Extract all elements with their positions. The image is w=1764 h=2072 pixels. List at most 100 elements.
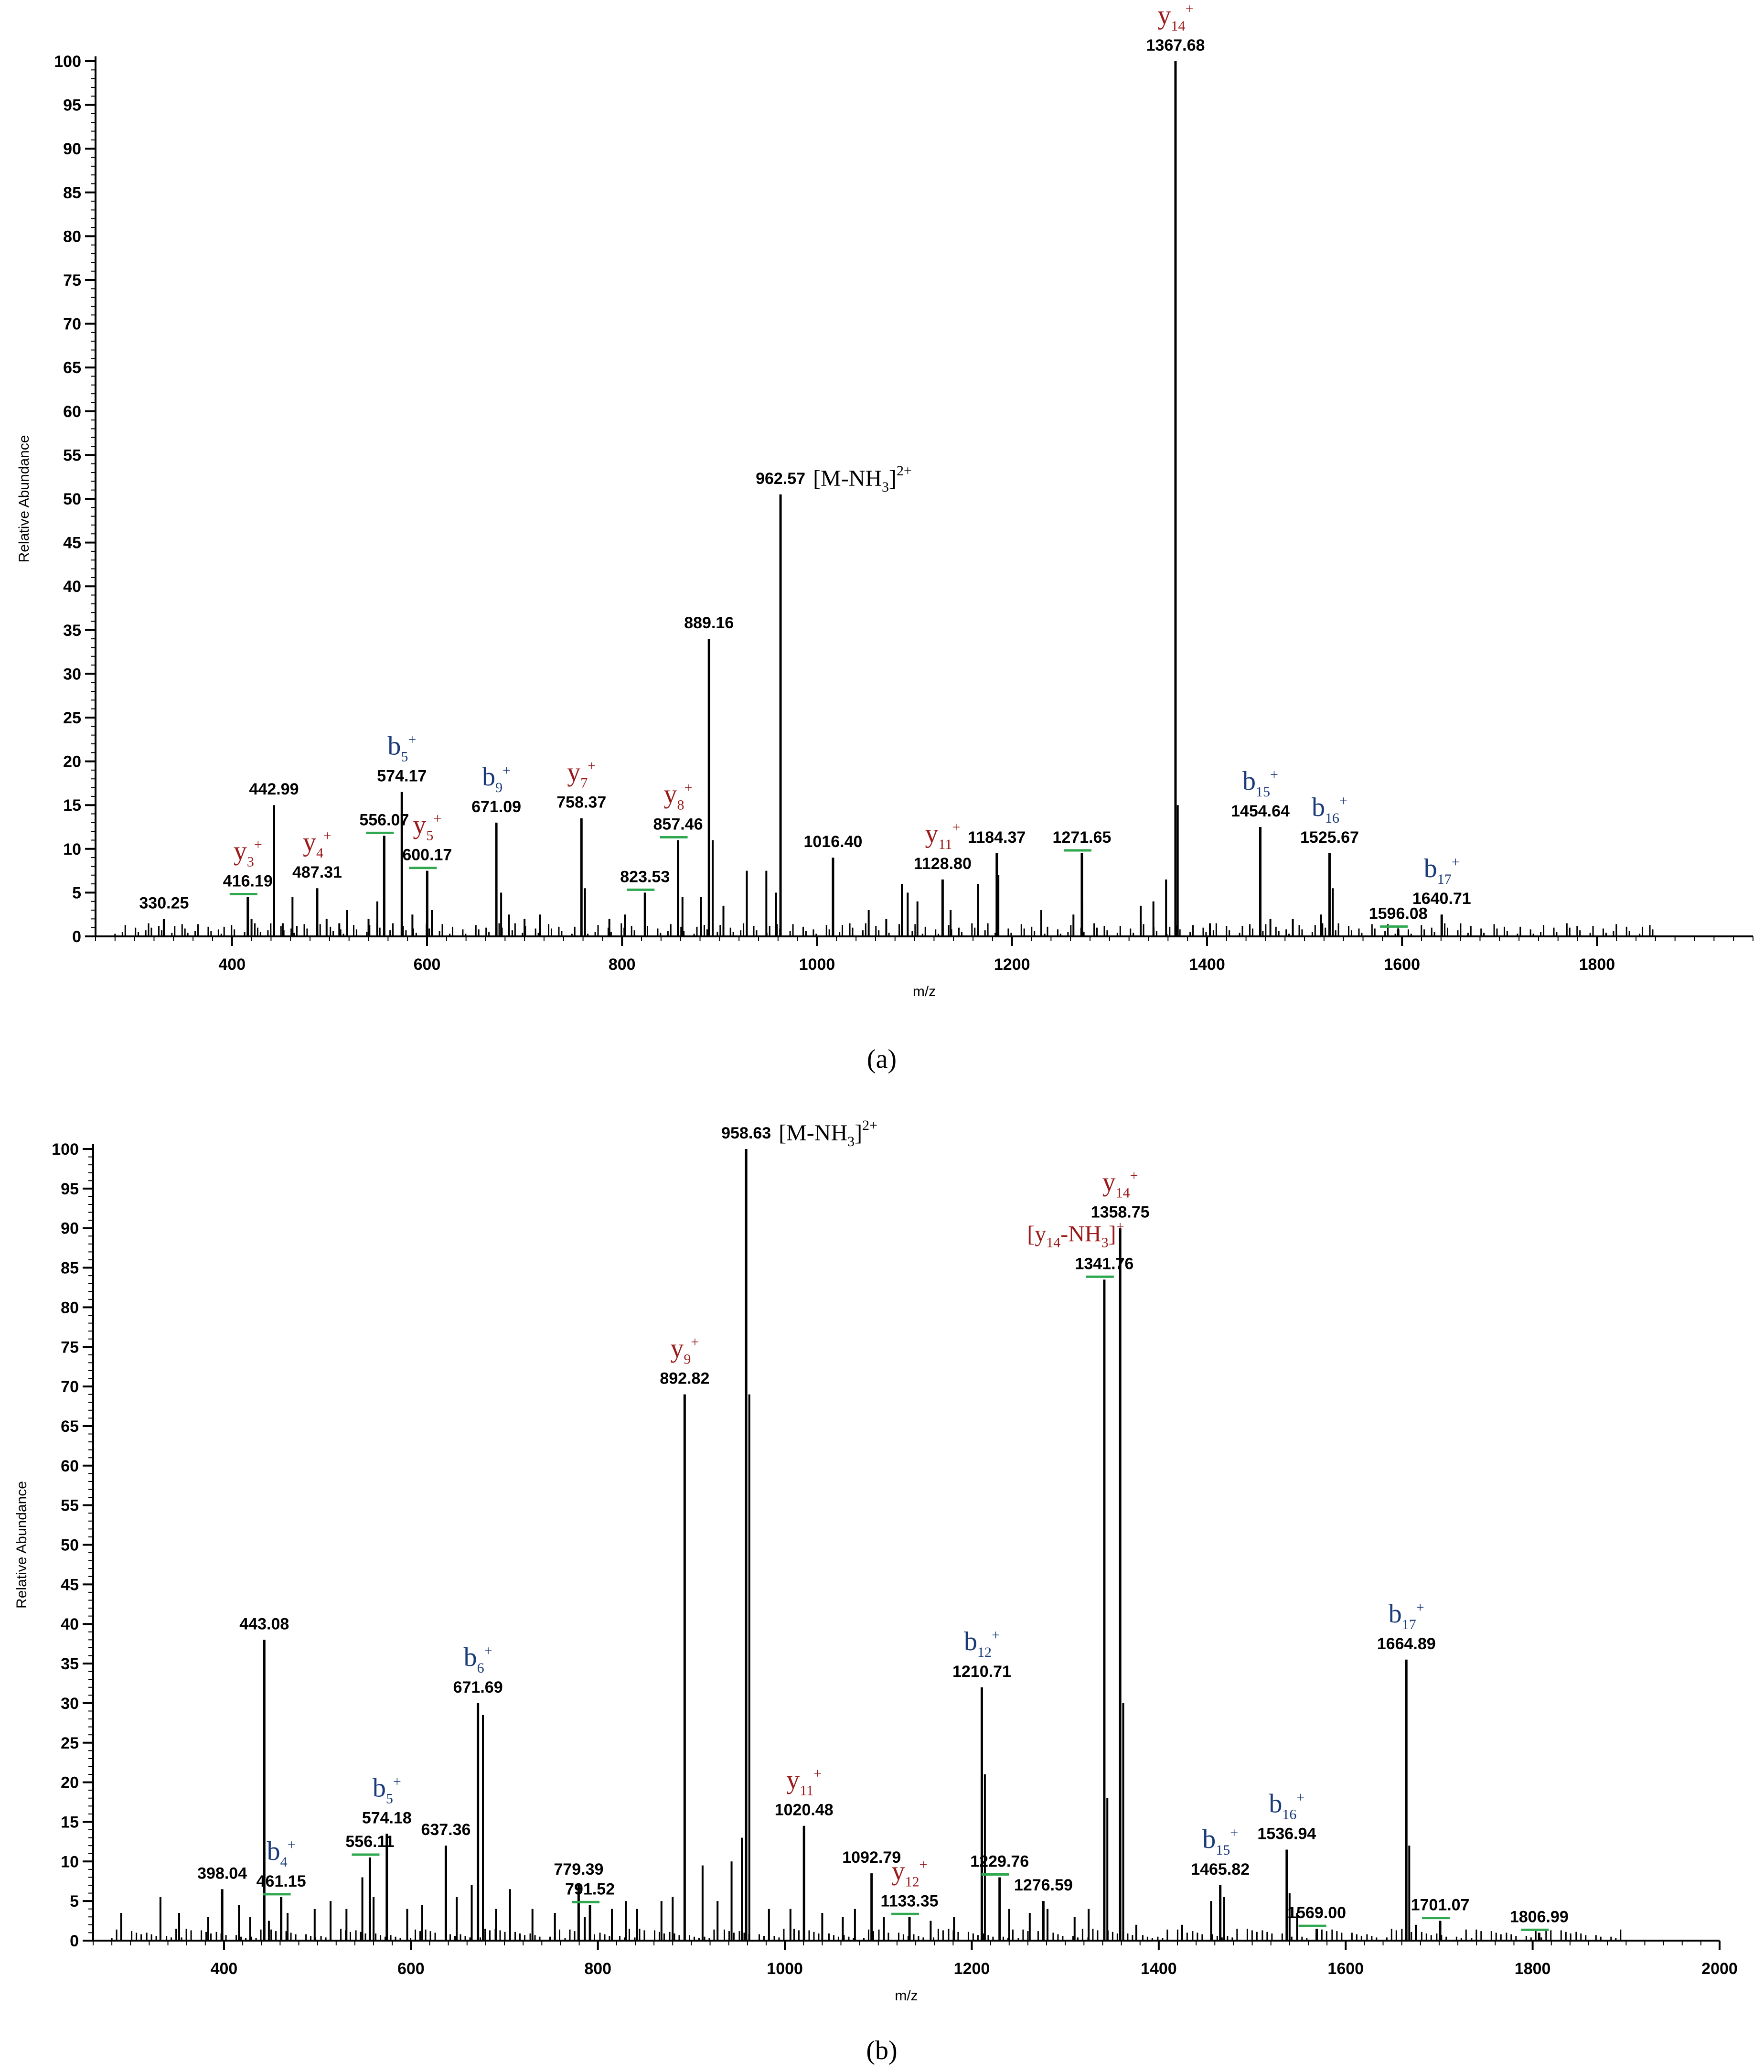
peak-label: 958.63 <box>721 1124 771 1142</box>
y-tick-label: 100 <box>54 53 81 71</box>
peak-label: 1358.75 <box>1091 1203 1150 1222</box>
peak-label: 443.08 <box>239 1615 289 1633</box>
peak-label: 487.31 <box>292 863 342 881</box>
y-tick-label: 50 <box>61 1536 79 1555</box>
y-tick-label: 15 <box>63 796 81 815</box>
ion-label: y5+ <box>413 810 441 844</box>
peak-label: 1536.94 <box>1257 1825 1316 1843</box>
peak-label: 1016.40 <box>803 833 862 851</box>
peak-label: 791.52 <box>565 1880 615 1898</box>
x-axis-title: m/z <box>895 1988 918 2004</box>
y-tick-label: 80 <box>61 1299 79 1317</box>
y-tick-label: 70 <box>61 1378 79 1396</box>
ion-label: b5+ <box>387 731 416 765</box>
x-tick-label: 1000 <box>799 955 835 974</box>
peak-label: 1454.64 <box>1231 802 1290 820</box>
x-tick-label: 600 <box>414 955 441 974</box>
peak-label: 1276.59 <box>1014 1876 1073 1894</box>
y-tick-label: 0 <box>70 1932 79 1950</box>
peak-label: 1341.76 <box>1075 1255 1133 1273</box>
ion-label: b16+ <box>1269 1789 1304 1822</box>
y-tick-label: 40 <box>61 1615 79 1633</box>
x-tick-label: 1200 <box>954 1960 990 1978</box>
peak-label: 600.17 <box>402 846 452 864</box>
y-tick-label: 5 <box>72 884 81 902</box>
y-tick-label: 0 <box>72 928 81 946</box>
x-tick-label: 1200 <box>994 955 1030 974</box>
y-tick-label: 30 <box>63 665 81 683</box>
peak-label: 1465.82 <box>1191 1860 1250 1879</box>
y-tick-label: 65 <box>63 359 81 377</box>
y-tick-label: 80 <box>63 227 81 246</box>
ion-label: y11+ <box>786 1765 822 1799</box>
x-tick-label: 1400 <box>1189 955 1225 974</box>
precursor-label: [M-NH3]2+ <box>813 463 912 495</box>
peak-label: 574.18 <box>362 1809 412 1827</box>
y-tick-label: 35 <box>61 1655 79 1673</box>
y-tick-label: 70 <box>63 315 81 333</box>
peak-label: 1128.80 <box>914 855 972 873</box>
peak-label: 1133.35 <box>881 1892 939 1910</box>
peak-label: 758.37 <box>556 794 606 812</box>
ion-label: y7+ <box>567 758 596 791</box>
ion-label: y9+ <box>670 1334 699 1367</box>
x-tick-label: 2000 <box>1701 1960 1738 1978</box>
y-tick-label: 90 <box>63 140 81 158</box>
y-tick-label: 95 <box>61 1180 79 1198</box>
peak-label: 779.39 <box>554 1860 603 1879</box>
ion-label: b12+ <box>964 1627 1000 1660</box>
y-tick-label: 75 <box>63 271 81 290</box>
y-tick-label: 100 <box>52 1140 79 1159</box>
peak-label: 1640.71 <box>1412 890 1471 908</box>
y-tick-label: 20 <box>61 1774 79 1792</box>
spectrum-panel-b: 0 5 10 15 20 25 30 35 40 45 50 55 60 65 70 75 80 85 90 95 10… <box>14 1117 1738 2004</box>
peak-label: 398.04 <box>197 1864 247 1882</box>
y-tick-label: 35 <box>63 622 81 640</box>
ion-label: b4+ <box>267 1836 296 1870</box>
peak-label: 1367.68 <box>1146 36 1205 54</box>
peak-label: 1701.07 <box>1411 1896 1470 1914</box>
peak-label: 1184.37 <box>968 828 1026 847</box>
peak-label: 637.36 <box>421 1821 470 1839</box>
x-tick-label: 600 <box>397 1960 425 1978</box>
x-axis-title: m/z <box>913 984 936 999</box>
peak-label: 1806.99 <box>1510 1908 1569 1926</box>
y-axis-title: Relative Abundance <box>16 435 32 563</box>
x-tick-label: 1000 <box>767 1960 803 1978</box>
x-tick-label: 1400 <box>1141 1960 1177 1978</box>
y-axis-title: Relative Abundance <box>14 1481 30 1609</box>
x-tick-label: 800 <box>609 955 636 974</box>
ion-label: b16+ <box>1312 793 1347 826</box>
x-tick-label: 1800 <box>1579 955 1615 974</box>
peak-label: 892.82 <box>660 1370 709 1388</box>
y-tick-label: 30 <box>61 1695 79 1713</box>
y-tick-label: 85 <box>63 184 81 202</box>
peak-label: 671.09 <box>471 798 521 816</box>
peak-label: 1229.76 <box>970 1852 1029 1870</box>
ion-label: y12+ <box>892 1856 928 1889</box>
y-tick-label: 75 <box>61 1338 79 1356</box>
x-tick-label: 1600 <box>1384 955 1420 974</box>
ion-label: y8+ <box>664 779 693 813</box>
peak-label: 889.16 <box>684 614 734 632</box>
peak-label: 1664.89 <box>1377 1635 1436 1653</box>
ion-label: b5+ <box>373 1773 401 1806</box>
y-tick-label: 90 <box>61 1220 79 1238</box>
caption-b: (b) <box>866 2036 897 2065</box>
peak-label: 857.46 <box>653 815 703 833</box>
x-tick-label: 400 <box>218 955 246 974</box>
ion-label-complex: [y14-NH3]+ <box>1027 1218 1124 1250</box>
peak-label: 330.25 <box>139 894 189 912</box>
y-tick-label: 5 <box>70 1892 79 1911</box>
ion-label: b6+ <box>464 1643 492 1676</box>
y-tick-label: 25 <box>61 1734 79 1752</box>
peak-label: 823.53 <box>620 868 670 886</box>
y-tick-label: 60 <box>63 403 81 421</box>
ion-label: y14+ <box>1158 0 1194 34</box>
y-tick-label: 95 <box>63 97 81 115</box>
peak-label: 442.99 <box>249 780 299 798</box>
peak-label: 1020.48 <box>775 1801 834 1819</box>
peak-label: 1271.65 <box>1053 828 1112 847</box>
y-tick-label: 45 <box>63 534 81 552</box>
